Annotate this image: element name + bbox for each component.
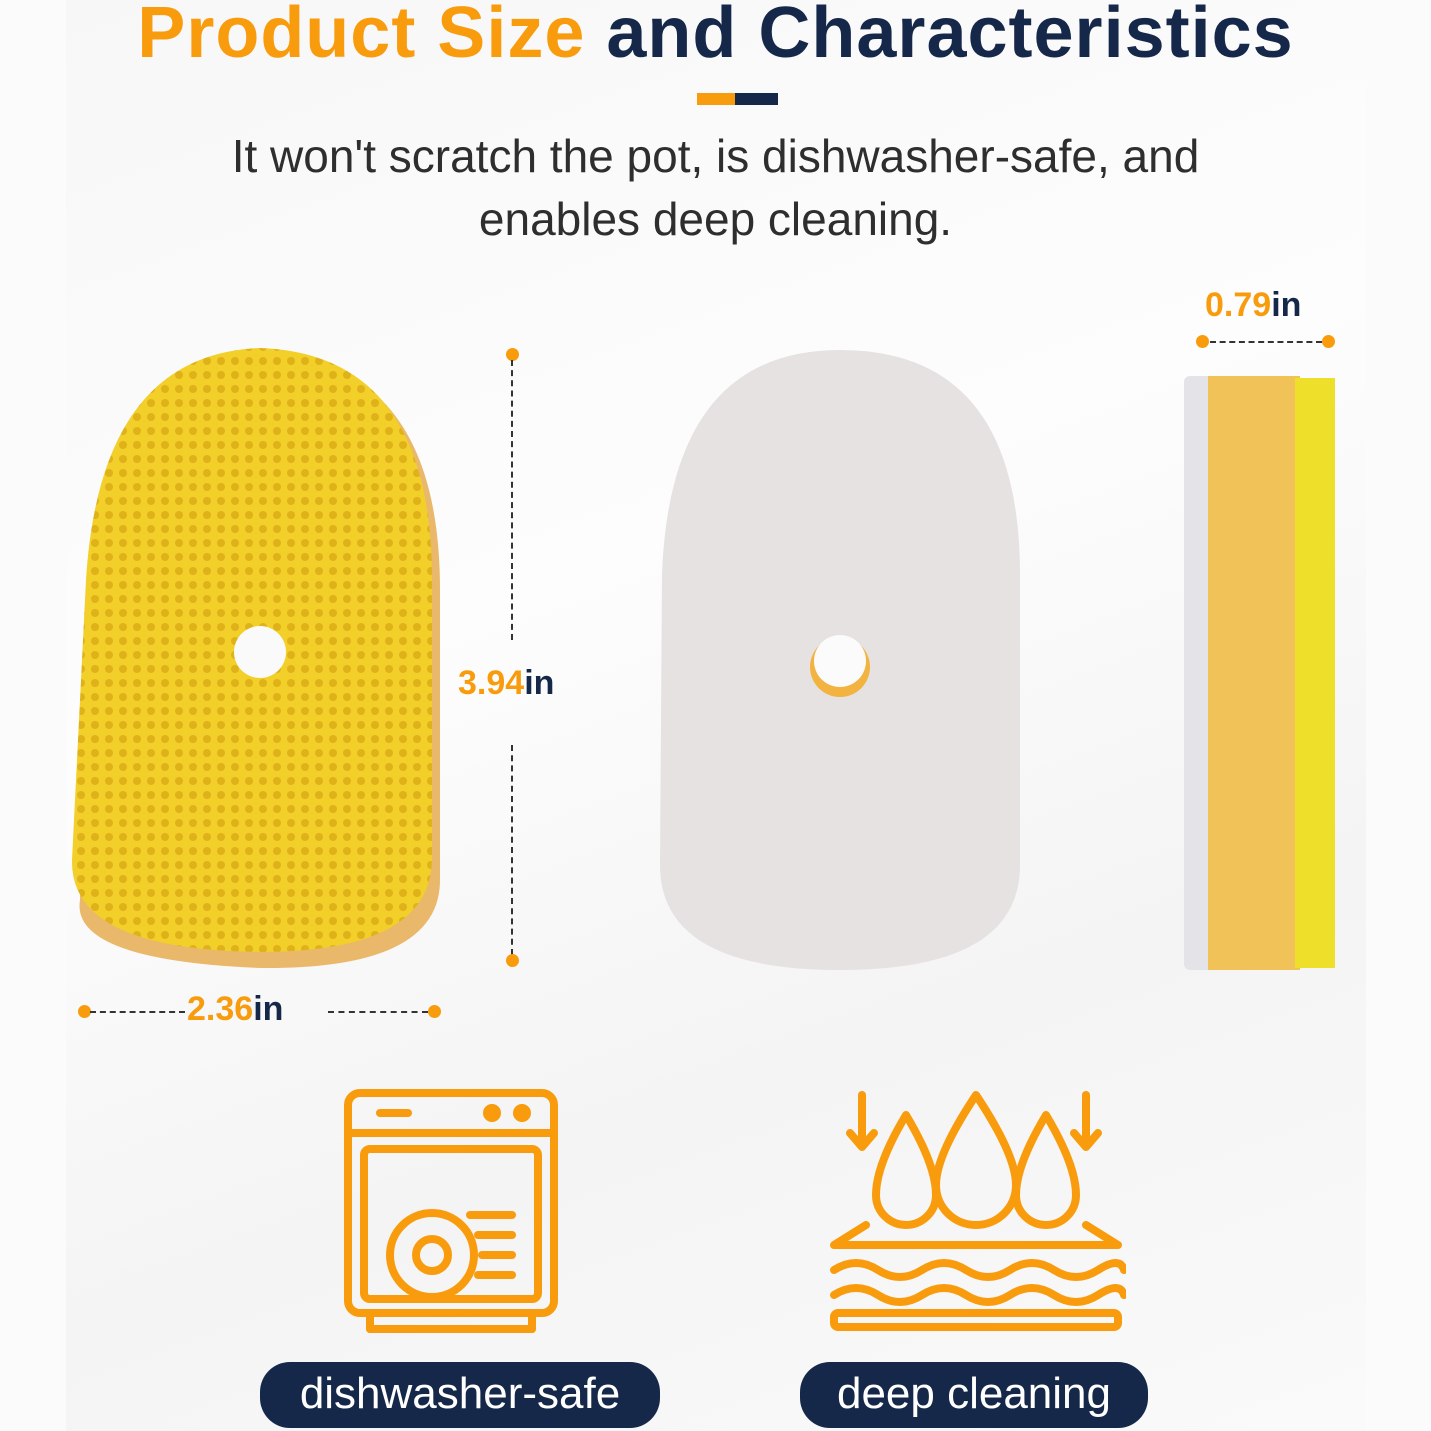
height-dimension-line	[511, 360, 513, 640]
subtitle-line: enables deep cleaning.	[478, 193, 953, 245]
width-dimension-line	[90, 1011, 185, 1013]
title-rest: and Characteristics	[606, 0, 1294, 73]
dimension-endpoint	[428, 1005, 441, 1018]
title-highlight: Product Size	[137, 0, 586, 73]
dimension-unit: in	[253, 990, 284, 1028]
dishwasher-icon	[344, 1089, 558, 1333]
yellow-sponge-image	[71, 348, 440, 969]
subtitle: It won't scratch the pot, is dishwasher-…	[0, 125, 1431, 251]
feature-label-deep-cleaning: deep cleaning	[800, 1362, 1148, 1428]
dimension-endpoint	[1322, 335, 1335, 348]
dimension-value: 2.36	[187, 990, 254, 1028]
subtitle-line: It won't scratch the pot, is dishwasher-…	[231, 130, 1200, 182]
width-dimension-line	[328, 1011, 428, 1013]
dimension-value: 0.79	[1205, 286, 1272, 324]
dimension-unit: in	[1271, 286, 1302, 324]
thickness-dimension-label: 0.79in	[1205, 286, 1301, 325]
sponge-side-view-image	[1184, 376, 1335, 970]
width-dimension-label: 2.36in	[187, 990, 283, 1029]
dimension-endpoint	[1196, 335, 1209, 348]
height-dimension-line	[511, 745, 513, 955]
page-title: Product Size and Characteristics	[0, 0, 1431, 74]
dimension-unit: in	[524, 664, 555, 702]
height-dimension-label: 3.94in	[458, 664, 554, 703]
white-scrub-side-image	[660, 350, 1020, 970]
dimension-endpoint	[78, 1005, 91, 1018]
water-drops-icon	[830, 1091, 1126, 1331]
dimension-value: 3.94	[458, 664, 525, 702]
dimension-endpoint	[506, 348, 519, 361]
feature-label-dishwasher-safe: dishwasher-safe	[260, 1362, 660, 1428]
accent-bar	[697, 93, 778, 105]
dimension-endpoint	[506, 954, 519, 967]
thickness-dimension-line	[1210, 341, 1322, 343]
